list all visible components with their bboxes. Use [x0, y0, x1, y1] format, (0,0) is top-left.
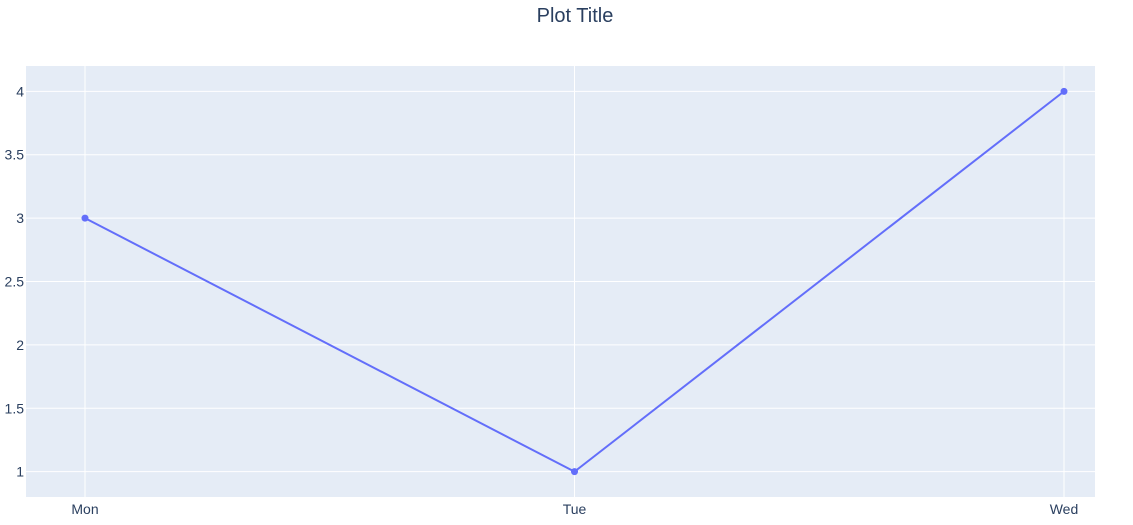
x-tick-label: Wed [1050, 501, 1079, 517]
x-tick-label: Mon [71, 501, 98, 517]
data-point [571, 468, 578, 476]
data-point [1060, 87, 1068, 95]
y-tick-label: 2.5 [5, 274, 25, 290]
chart-title: Plot Title [537, 5, 614, 27]
y-tick-label: 1 [16, 464, 24, 480]
y-tick-label: 3 [16, 210, 24, 226]
y-tick-label: 1.5 [5, 400, 25, 416]
y-tick-label: 2 [16, 337, 24, 353]
data-point [81, 214, 89, 222]
x-tick-label: Tue [563, 501, 587, 517]
tick-labels: 1 1.5 2 2.5 3 3.5 4 Mon Tue Wed [5, 83, 1079, 517]
grid-lines [26, 66, 1095, 497]
y-tick-label: 4 [16, 83, 24, 99]
series-layer [81, 87, 1068, 476]
y-tick-label: 3.5 [5, 147, 25, 163]
